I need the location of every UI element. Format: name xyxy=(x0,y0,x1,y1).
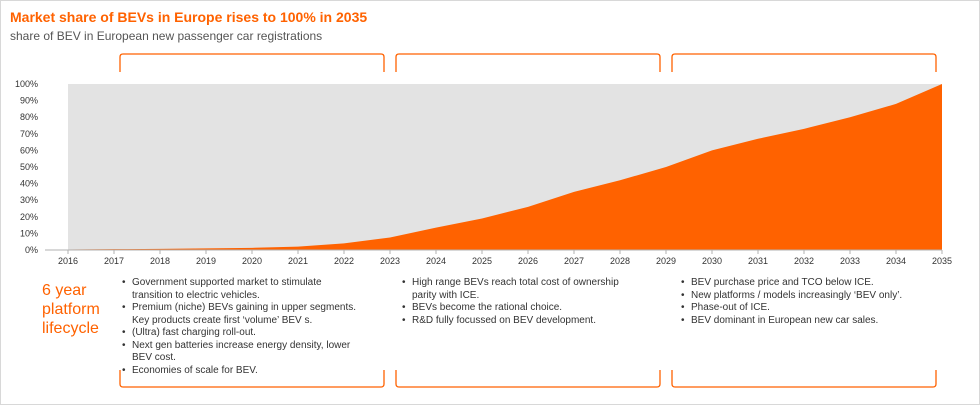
phase-2-notes: High range BEVs reach total cost of owne… xyxy=(401,277,641,327)
phase-bracket-bottom xyxy=(119,370,385,388)
phase-bullet: (Ultra) fast charging roll-out. xyxy=(121,327,361,340)
phase-bullet: Economies of scale for BEV. xyxy=(121,365,361,378)
y-axis: 0% 10% 20% 30% 40% 50% 60% 70% 80% 90% 100% xyxy=(15,79,38,255)
x-tick-label: 2016 xyxy=(58,256,78,266)
phase-bracket-bottom xyxy=(395,370,661,388)
x-tick-label: 2021 xyxy=(288,256,308,266)
x-tick-label: 2032 xyxy=(794,256,814,266)
x-tick-label: 2033 xyxy=(840,256,860,266)
phase-3-notes: BEV purchase price and TCO below ICE.New… xyxy=(680,277,920,327)
phase-bullet: New platforms / models increasingly ‘BEV… xyxy=(680,290,920,303)
phase-1-notes: Government supported market to stimulate… xyxy=(121,277,361,377)
y-tick-label: 100% xyxy=(15,79,38,89)
phase-brackets-bottom xyxy=(119,370,937,388)
y-tick-label: 30% xyxy=(20,195,38,205)
y-tick-label: 80% xyxy=(20,112,38,122)
x-tick-label: 2034 xyxy=(886,256,906,266)
phase-bullet: High range BEVs reach total cost of owne… xyxy=(401,277,641,302)
x-tick-label: 2027 xyxy=(564,256,584,266)
y-tick-label: 70% xyxy=(20,129,38,139)
x-tick-label: 2031 xyxy=(748,256,768,266)
y-tick-label: 20% xyxy=(20,212,38,222)
x-tick-label: 2024 xyxy=(426,256,446,266)
phase-bullet: Premium (niche) BEVs gaining in upper se… xyxy=(121,302,361,327)
y-tick-label: 0% xyxy=(25,245,38,255)
x-tick-label: 2028 xyxy=(610,256,630,266)
phase-bullet: BEVs become the rational choice. xyxy=(401,302,641,315)
x-tick-label: 2030 xyxy=(702,256,722,266)
y-tick-label: 10% xyxy=(20,228,38,238)
x-tick-label: 2022 xyxy=(334,256,354,266)
x-tick-label: 2017 xyxy=(104,256,124,266)
x-tick-label: 2029 xyxy=(656,256,676,266)
y-tick-label: 90% xyxy=(20,96,38,106)
phase-bullet: R&D fully focussed on BEV development. xyxy=(401,315,641,328)
x-tick-label: 2035 xyxy=(932,256,952,266)
phase-bullet: Phase-out of ICE. xyxy=(680,302,920,315)
phase-bullet: BEV purchase price and TCO below ICE. xyxy=(680,277,920,290)
bev-share-area xyxy=(68,84,942,250)
y-tick-label: 40% xyxy=(20,179,38,189)
x-axis: 2016 2017 2018 2019 2020 2021 2022 2023 2024 2025… xyxy=(45,249,952,266)
phase-brackets-top xyxy=(119,53,937,72)
x-tick-label: 2018 xyxy=(150,256,170,266)
x-tick-label: 2025 xyxy=(472,256,492,266)
x-tick-label: 2026 xyxy=(518,256,538,266)
phase-bullet: BEV dominant in European new car sales. xyxy=(680,315,920,328)
phase-bullet: Next gen batteries increase energy densi… xyxy=(121,340,361,365)
phase-bullet: Government supported market to stimulate… xyxy=(121,277,361,302)
x-tick-label: 2020 xyxy=(242,256,262,266)
phase-bracket-top xyxy=(671,53,937,72)
phase-bracket-bottom xyxy=(671,370,937,388)
x-tick-label: 2019 xyxy=(196,256,216,266)
y-tick-label: 60% xyxy=(20,145,38,155)
x-tick-label: 2023 xyxy=(380,256,400,266)
y-tick-label: 50% xyxy=(20,162,38,172)
chart-title: Market share of BEVs in Europe rises to … xyxy=(10,9,368,25)
chart-subtitle: share of BEV in European new passenger c… xyxy=(10,29,323,43)
phase-bracket-top xyxy=(119,53,385,72)
phase-bracket-top xyxy=(395,53,661,72)
platform-lifecycle-label: 6 year platform lifecycle xyxy=(42,282,100,337)
